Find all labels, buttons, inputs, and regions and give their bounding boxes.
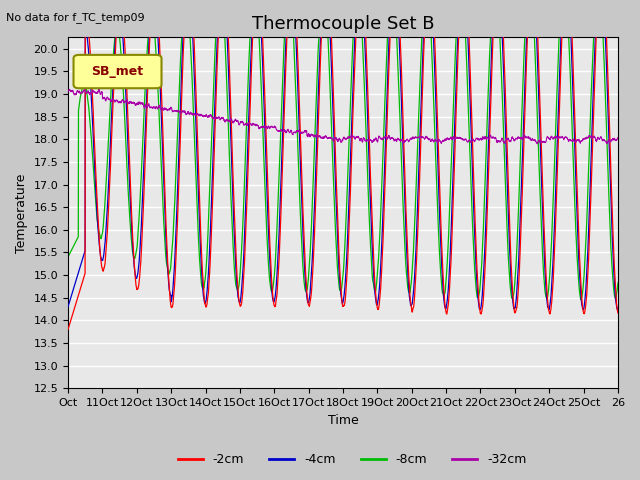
Legend: -2cm, -4cm, -8cm, -32cm: -2cm, -4cm, -8cm, -32cm (173, 448, 531, 471)
Text: No data for f_TC_temp09: No data for f_TC_temp09 (6, 12, 145, 23)
Y-axis label: Temperature: Temperature (15, 173, 28, 252)
FancyBboxPatch shape (74, 55, 161, 88)
X-axis label: Time: Time (328, 414, 358, 427)
Text: SB_met: SB_met (92, 65, 143, 78)
Title: Thermocouple Set B: Thermocouple Set B (252, 15, 434, 33)
